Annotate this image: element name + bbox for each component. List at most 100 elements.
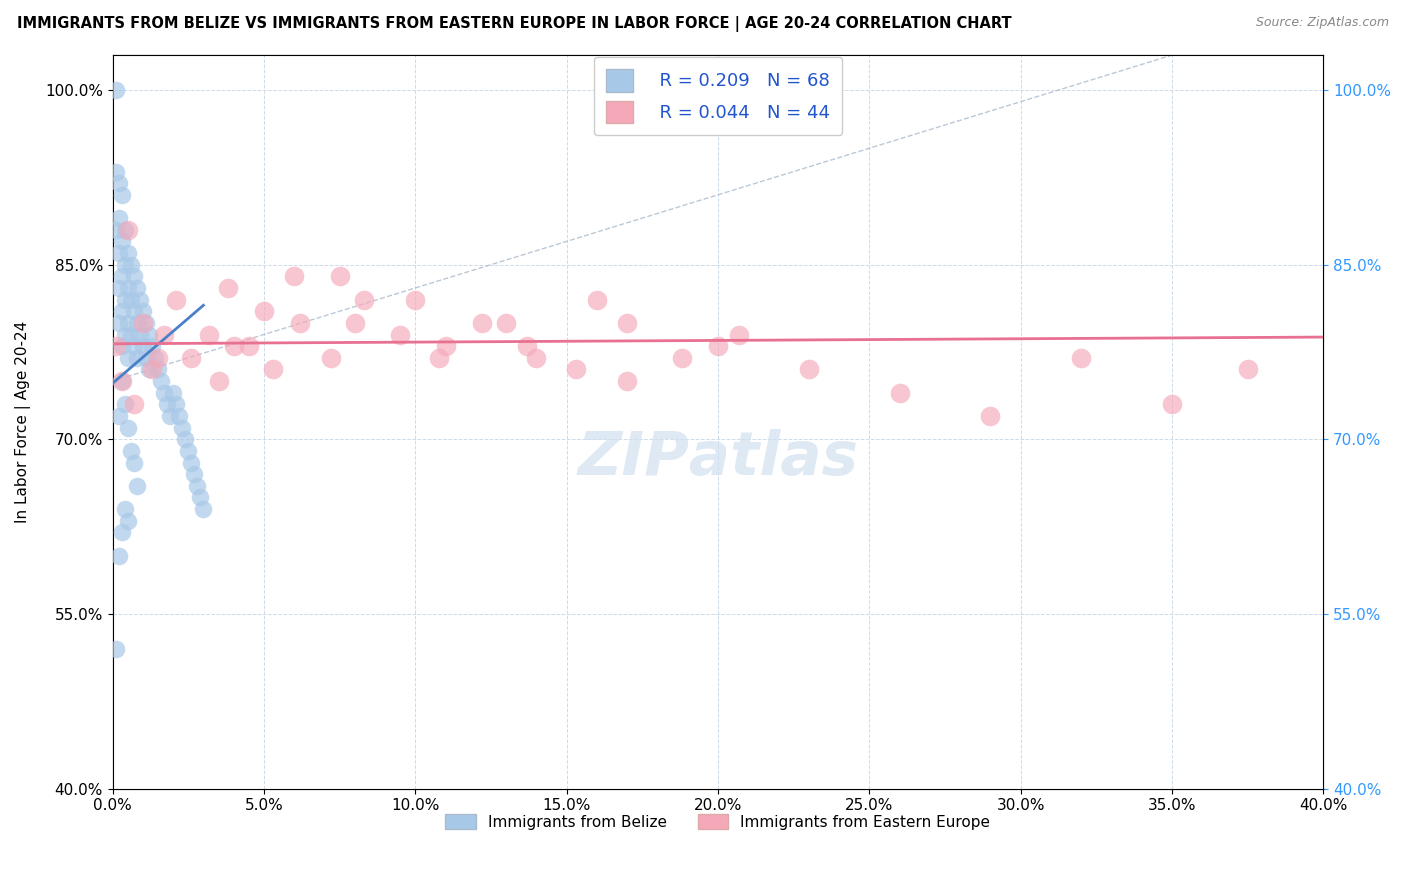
Point: [979, 409, 1001, 423]
Point: [429, 351, 451, 365]
Point: [125, 351, 148, 365]
Point: [616, 316, 638, 330]
Point: [138, 362, 160, 376]
Point: [180, 456, 202, 470]
Point: [1070, 351, 1092, 365]
Point: [728, 327, 751, 342]
Point: [707, 339, 730, 353]
Point: [253, 304, 276, 318]
Point: [177, 444, 200, 458]
Point: [193, 502, 215, 516]
Point: [156, 397, 179, 411]
Point: [107, 409, 129, 423]
Point: [114, 258, 136, 272]
Point: [471, 316, 494, 330]
Point: [104, 339, 127, 353]
Point: [104, 641, 127, 656]
Point: [143, 351, 166, 365]
Point: [153, 385, 176, 400]
Point: [120, 293, 142, 307]
Point: [117, 316, 139, 330]
Point: [516, 339, 538, 353]
Point: [132, 339, 155, 353]
Point: [671, 351, 693, 365]
Point: [329, 269, 352, 284]
Point: [114, 397, 136, 411]
Point: [107, 246, 129, 260]
Point: [117, 420, 139, 434]
Point: [104, 223, 127, 237]
Point: [889, 385, 911, 400]
Point: [111, 374, 134, 388]
Point: [111, 269, 134, 284]
Point: [107, 211, 129, 226]
Point: [389, 327, 412, 342]
Point: [165, 397, 187, 411]
Point: [128, 293, 150, 307]
Point: [114, 502, 136, 516]
Point: [217, 281, 239, 295]
Point: [132, 316, 155, 330]
Point: [198, 327, 221, 342]
Point: [111, 304, 134, 318]
Point: [122, 339, 145, 353]
Point: [343, 316, 366, 330]
Point: [125, 479, 148, 493]
Point: [111, 235, 134, 249]
Point: [262, 362, 284, 376]
Point: [1236, 362, 1258, 376]
Point: [125, 316, 148, 330]
Point: [111, 374, 134, 388]
Point: [111, 187, 134, 202]
Point: [290, 316, 312, 330]
Point: [104, 83, 127, 97]
Legend: Immigrants from Belize, Immigrants from Eastern Europe: Immigrants from Belize, Immigrants from …: [439, 807, 997, 836]
Point: [141, 339, 163, 353]
Point: [135, 351, 157, 365]
Point: [319, 351, 342, 365]
Text: Source: ZipAtlas.com: Source: ZipAtlas.com: [1256, 16, 1389, 29]
Point: [174, 432, 197, 446]
Point: [150, 374, 173, 388]
Point: [125, 281, 148, 295]
Point: [207, 374, 229, 388]
Point: [238, 339, 260, 353]
Point: [135, 316, 157, 330]
Point: [141, 362, 163, 376]
Point: [117, 281, 139, 295]
Point: [165, 293, 187, 307]
Point: [122, 304, 145, 318]
Point: [167, 409, 190, 423]
Point: [159, 409, 181, 423]
Point: [117, 514, 139, 528]
Point: [111, 339, 134, 353]
Point: [283, 269, 305, 284]
Point: [107, 549, 129, 563]
Point: [564, 362, 586, 376]
Point: [104, 164, 127, 178]
Text: ZIP​atlas: ZIP​atlas: [578, 429, 859, 488]
Point: [107, 176, 129, 190]
Point: [172, 420, 194, 434]
Point: [434, 339, 457, 353]
Y-axis label: In Labor Force | Age 20-24: In Labor Force | Age 20-24: [15, 321, 31, 523]
Point: [120, 444, 142, 458]
Point: [180, 351, 202, 365]
Point: [120, 327, 142, 342]
Point: [146, 362, 169, 376]
Point: [122, 397, 145, 411]
Point: [495, 316, 517, 330]
Point: [128, 327, 150, 342]
Point: [120, 258, 142, 272]
Point: [114, 293, 136, 307]
Point: [586, 293, 609, 307]
Point: [132, 304, 155, 318]
Point: [107, 316, 129, 330]
Point: [114, 223, 136, 237]
Point: [1161, 397, 1184, 411]
Point: [797, 362, 820, 376]
Point: [153, 327, 176, 342]
Point: [107, 281, 129, 295]
Point: [114, 327, 136, 342]
Point: [111, 525, 134, 540]
